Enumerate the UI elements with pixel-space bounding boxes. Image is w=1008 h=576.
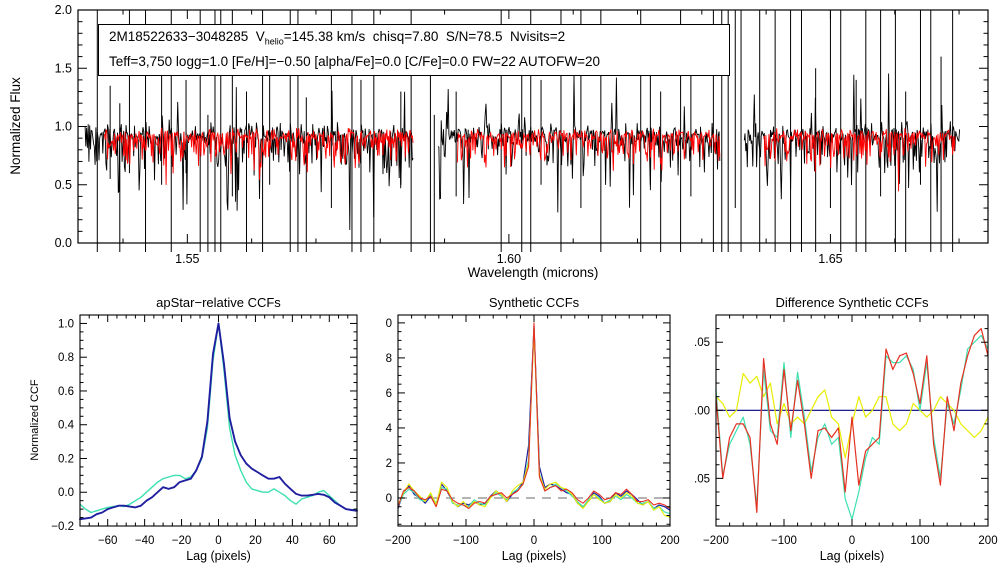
info-line-2: Teff=3,750 logg=1.0 [Fe/H]=−0.50 [alpha/… [109,53,601,69]
y-tick-label: 0.05 [695,337,710,349]
x-tick-label: 200 [660,535,679,547]
x-tick-label: 1.60 [497,252,521,266]
vhelio-subscript: helio [264,36,284,47]
apstar-ccf-panel: −60 −40 −20 0 20 40 60 −0.2 0.0 0.2 0.4 0.6 0.8 1.0 ap… [29,295,358,563]
series-combined-CCF [79,322,358,521]
y-tick-label: 0.8 [58,352,74,364]
y-tick-label: −0.05 [695,473,710,485]
x-tick-label: −60 [98,535,118,547]
y-tick-label: 0.4 [385,423,393,435]
x-axis-label: Lag (pixels) [502,549,567,563]
y-tick-label: 0.0 [55,236,72,250]
info-line-1: 2M18522633−3048285 Vhelio=145.38 km/s ch… [109,27,721,52]
target-id-and-vhelio: 2M18522633−3048285 V [109,29,265,44]
series-visit-CCF [79,322,358,514]
x-tick-label: 60 [323,535,336,547]
spectrum-info-box: 2M18522633−3048285 Vhelio=145.38 km/s ch… [98,24,730,76]
y-tick-label: 0.6 [58,386,74,398]
x-tick-label: −100 [453,535,479,547]
observed-spectrum-trace [743,73,961,212]
x-tick-label: 100 [592,535,611,547]
x-tick-label: 0 [849,535,855,547]
model-spectrum-trace [763,128,956,192]
y-tick-label: 1.0 [385,318,392,330]
model-spectrum-trace [456,128,721,171]
x-axis-label: Lag (pixels) [820,549,885,563]
x-tick-label: 100 [910,535,929,547]
y-tick-label: 1.0 [55,120,72,134]
y-tick-label: 1.5 [55,61,72,75]
x-tick-label: −20 [172,535,192,547]
y-tick-label: 0.2 [58,453,74,465]
series-synthetic-CCF-2 [397,327,671,515]
observed-spectrum-trace [84,87,414,231]
panel-title: Difference Synthetic CCFs [776,295,929,310]
x-tick-label: 0 [215,535,221,547]
y-tick-label: 0.4 [58,420,75,432]
y-tick-label: 0.8 [385,353,392,365]
y-tick-label: −0.2 [51,521,74,533]
x-axis-label: Wavelength (microns) [468,265,599,280]
y-tick-label: 0.2 [385,458,392,470]
x-tick-label: 40 [286,535,299,547]
y-tick-label: 0.6 [385,388,392,400]
model-spectrum-trace [103,127,414,185]
x-tick-label: 0 [531,535,537,547]
y-tick-label: 1.0 [58,318,74,330]
y-tick-label: 0.0 [58,487,74,499]
x-tick-label: 1.55 [175,252,199,266]
series-difference-CCF-cyan [715,334,989,520]
difference-ccf-panel: −200 −100 0 100 200 −0.05 0.00 0.05 Difference S… [695,295,998,563]
x-tick-label: −40 [135,535,155,547]
x-tick-label: −200 [385,535,411,547]
x-tick-label: −200 [703,535,729,547]
synthetic-ccf-panel: −200 −100 0 100 200 0.0 0.2 0.4 0.6 0.8 1.0 Synthet… [385,295,680,563]
y-tick-label: 0.5 [55,178,72,192]
series-synthetic-CCF-1 [397,325,671,511]
x-axis-label: Lag (pixels) [186,549,251,563]
panel-title: Synthetic CCFs [489,295,580,310]
x-tick-label: −100 [771,535,797,547]
series-difference-CCF-red [715,327,989,513]
panel-title: apStar−relative CCFs [156,295,281,310]
observed-spectrum-trace [437,74,721,213]
y-tick-label: 2.0 [55,3,72,17]
x-tick-label: 200 [978,535,997,547]
y-tick-label: 0.0 [385,493,392,505]
y-tick-label: 0.00 [695,405,710,417]
series-difference-CCF-yellow [715,372,989,459]
fit-stats: =145.38 km/s chisq=7.80 S/N=78.5 Nvisits… [283,29,566,44]
series-synthetic-CCF-3 [397,329,671,518]
series-synthetic-CCF-4 [397,322,671,510]
y-axis-label: Normalized Flux [8,77,23,175]
x-tick-label: 20 [249,535,262,547]
x-tick-label: 1.65 [818,252,842,266]
y-axis-label: Normalized CCF [29,379,41,461]
